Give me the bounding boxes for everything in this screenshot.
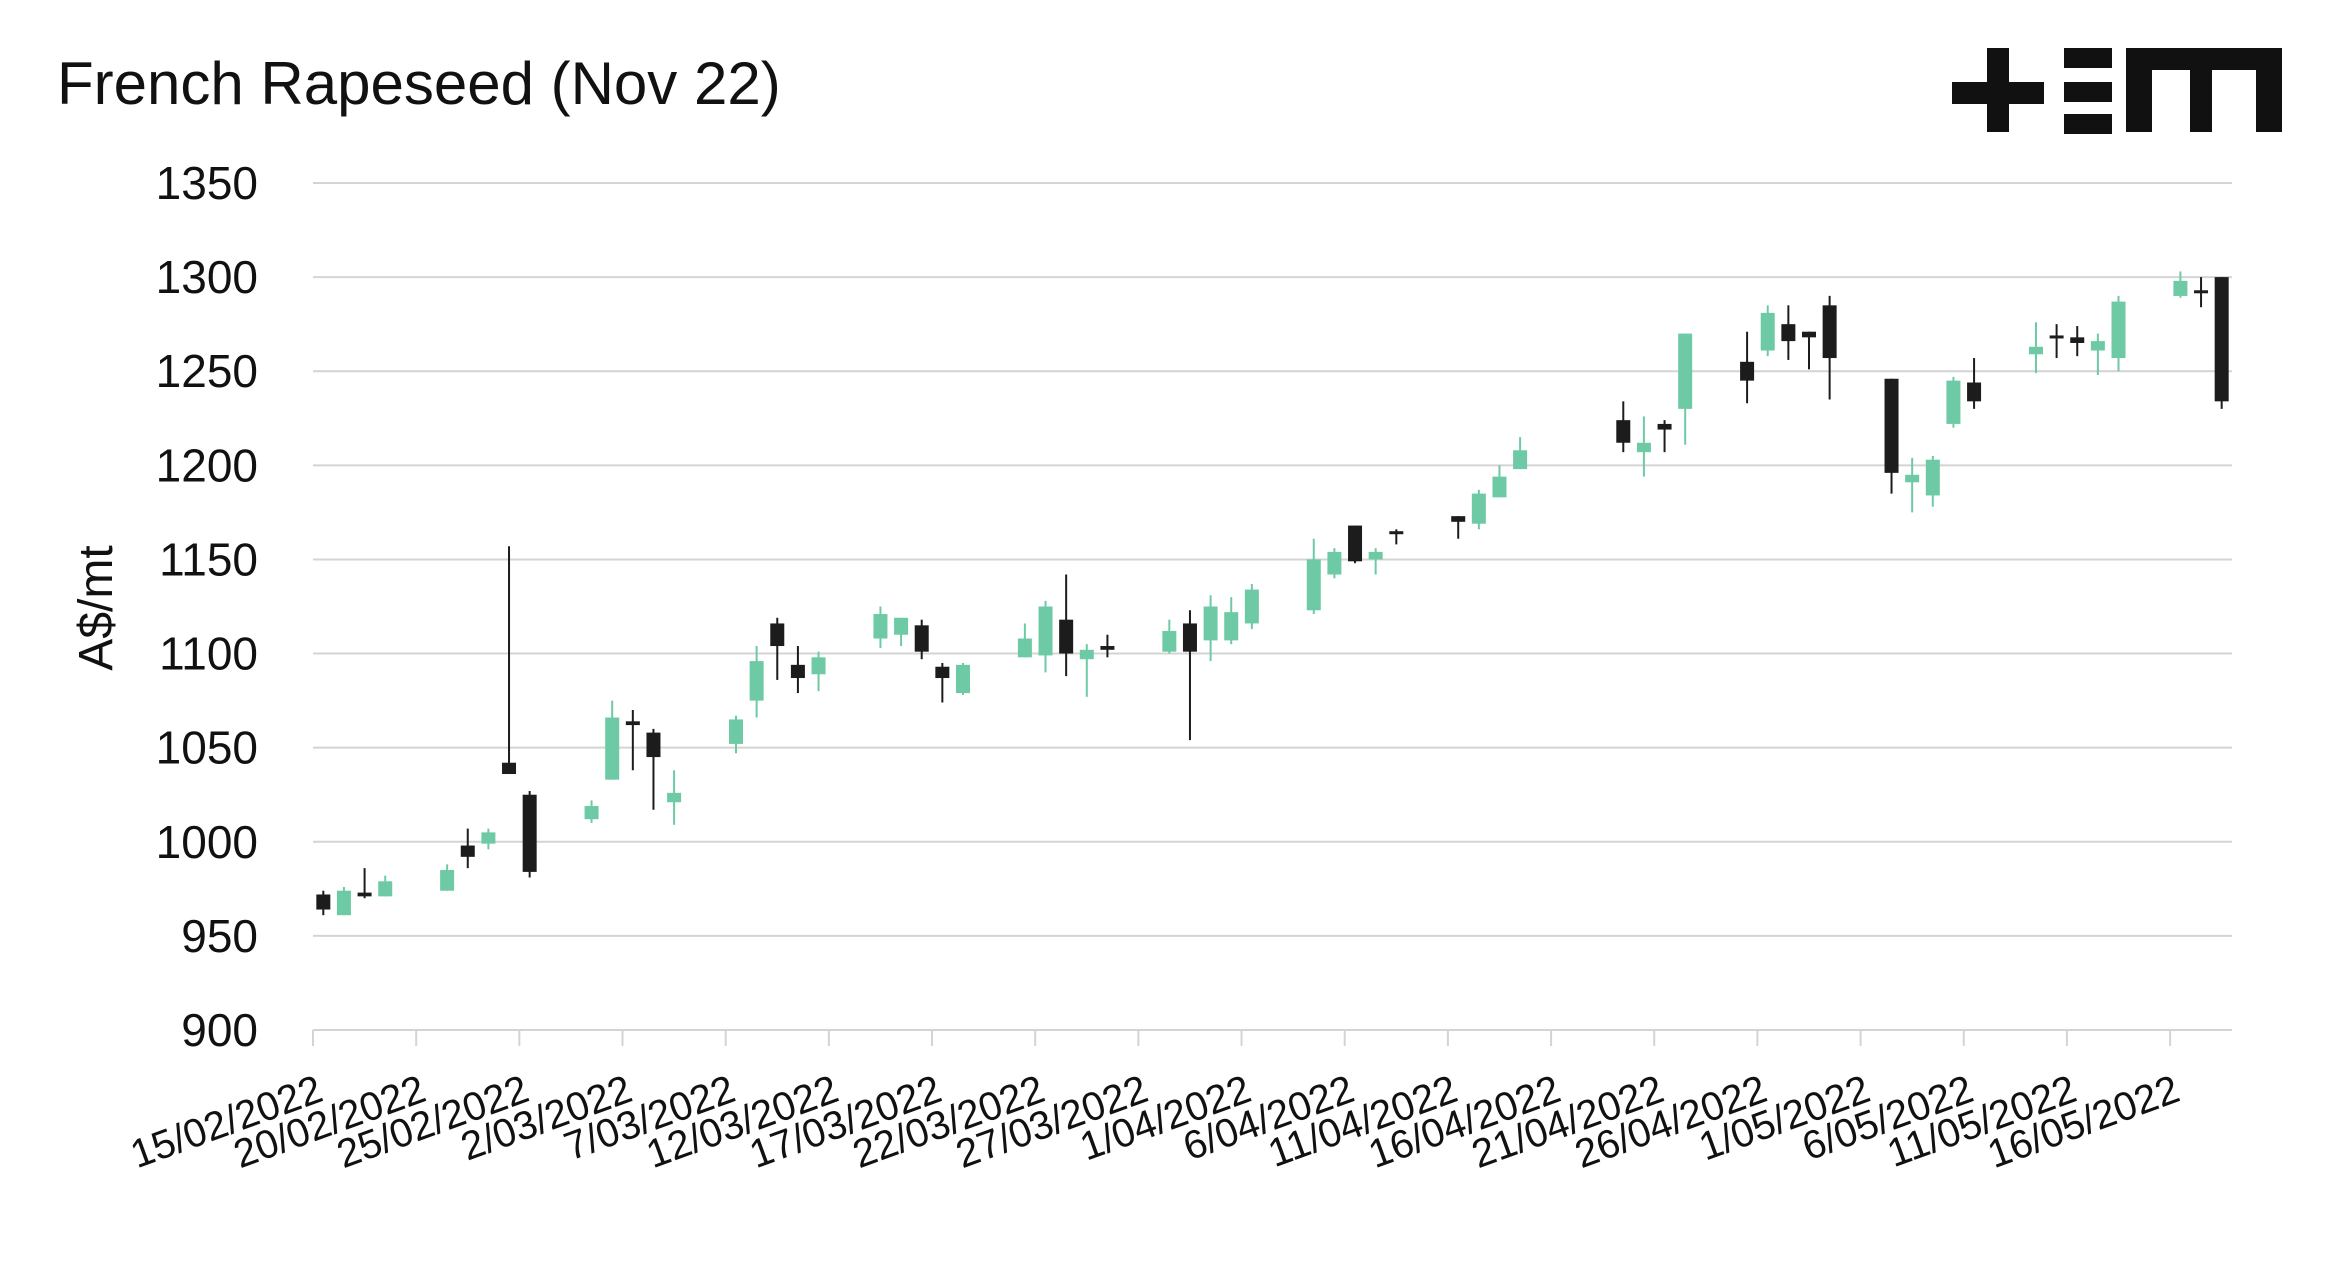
candle-body — [2090, 341, 2105, 351]
candle-body — [1368, 551, 1383, 560]
candle-body — [1492, 476, 1507, 498]
y-tick-label: 1200 — [156, 439, 258, 491]
candle-body — [625, 721, 640, 726]
candle-body — [894, 617, 909, 635]
candle-body — [646, 732, 661, 758]
candle-body — [1348, 525, 1363, 562]
candle-body — [357, 892, 372, 897]
candle-body — [1905, 474, 1920, 483]
candle-body — [770, 623, 785, 647]
candle-body — [1822, 305, 1837, 359]
logo — [1952, 48, 2282, 134]
candle-body — [2214, 277, 2229, 402]
candle-body — [790, 664, 805, 679]
y-tick-label: 1100 — [159, 628, 258, 680]
candle-body — [1946, 380, 1961, 424]
candle-body — [1657, 423, 1672, 430]
candle-body — [1801, 331, 1816, 338]
candle-body — [1306, 559, 1321, 611]
candle-body — [2028, 346, 2043, 355]
y-axis-label: A$/mt — [70, 545, 123, 670]
candle-body — [378, 881, 393, 897]
candle-body — [1678, 333, 1693, 409]
candle-body — [1224, 612, 1239, 641]
candle-body — [1038, 606, 1053, 656]
candle-body — [1100, 646, 1115, 650]
candle-body — [1740, 361, 1755, 381]
y-tick-label: 1300 — [156, 251, 258, 303]
candle-body — [605, 717, 620, 780]
candle-body — [729, 719, 744, 744]
candle-body — [749, 661, 764, 701]
candle-body — [1182, 623, 1197, 652]
candle-body — [440, 870, 455, 891]
candle-body — [1884, 378, 1899, 473]
chart-title: French Rapeseed (Nov 22) — [57, 50, 781, 117]
candle-body — [1162, 630, 1177, 652]
y-tick-label: 1350 — [156, 157, 258, 209]
candle-body — [935, 666, 950, 679]
candle-body — [522, 794, 537, 872]
candle-body — [1327, 551, 1342, 575]
y-tick-label: 1150 — [159, 533, 258, 585]
candle-body — [1017, 638, 1032, 658]
candle-body — [316, 894, 331, 910]
candle-body — [667, 792, 682, 803]
candle-body — [1244, 589, 1259, 624]
candle-body — [1451, 516, 1466, 522]
y-tick-label: 950 — [181, 910, 258, 962]
y-tick-label: 1050 — [156, 722, 258, 774]
y-tick-label: 900 — [181, 1004, 258, 1056]
candle-body — [502, 762, 517, 775]
candle-body — [1389, 531, 1404, 535]
candle-body — [1059, 619, 1074, 654]
candle-body — [1636, 442, 1651, 453]
candle-body — [914, 625, 929, 652]
candle-body — [1616, 420, 1631, 443]
y-tick-label: 1000 — [156, 816, 258, 868]
candle-body — [811, 657, 826, 675]
candle-body — [1471, 493, 1486, 524]
candle-body — [1967, 382, 1982, 402]
candle-body — [460, 845, 475, 857]
candle-body — [1925, 459, 1940, 496]
candle-body — [955, 664, 970, 694]
candle-body — [2049, 335, 2064, 339]
candle-body — [1781, 324, 1796, 342]
candle-body — [2194, 290, 2209, 294]
candle-body — [1513, 450, 1528, 470]
candle-body — [1203, 606, 1218, 641]
candle-body — [2111, 301, 2126, 359]
candle-body — [1079, 649, 1094, 660]
candle-body — [2070, 337, 2085, 343]
candle-body — [873, 614, 888, 639]
y-tick-label: 1250 — [156, 345, 258, 397]
candle-body — [336, 890, 351, 916]
candle-body — [584, 806, 599, 820]
candle-body — [481, 832, 496, 844]
candle-body — [2173, 280, 2188, 296]
candle-body — [1760, 312, 1775, 351]
